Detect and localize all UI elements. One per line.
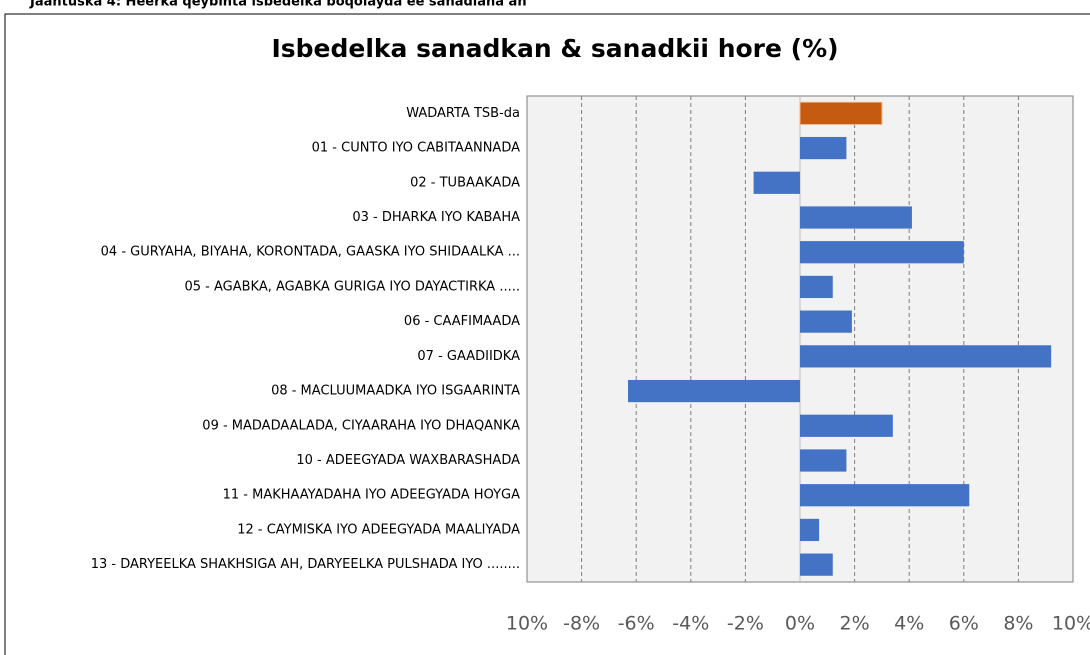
bar [800, 241, 964, 264]
bar [628, 379, 800, 403]
y-tick-label: 08 - MACLUUMAADKA IYO ISGAARINTA [271, 384, 520, 399]
x-tick-label: 10% [506, 613, 548, 635]
bar [753, 171, 800, 194]
y-tick-label: 04 - GURYAHA, BIYAHA, KORONTADA, GAASKA … [101, 245, 520, 260]
bar [800, 345, 1052, 368]
y-tick-label: 06 - CAAFIMAADA [404, 314, 520, 329]
x-tick-label: -2% [727, 613, 764, 635]
bar [800, 206, 912, 229]
y-tick-label: 09 - MADADAALADA, CIYAARAHA IYO DHAQANKA [202, 418, 520, 433]
bar [800, 449, 847, 472]
x-tick-label: 10% [1052, 613, 1090, 635]
y-tick-label: WADARTA TSB-da [406, 106, 520, 121]
y-tick-label: 01 - CUNTO IYO CABITAANNADA [312, 141, 520, 156]
x-tick-label: 2% [840, 613, 870, 635]
bar [800, 518, 820, 542]
y-tick-label: 03 - DHARKA IYO KABAHA [352, 210, 520, 225]
bar [800, 136, 847, 160]
chart-title: Isbedelka sanadkan & sanadkii hore (%) [271, 34, 838, 63]
x-tick-label: 6% [949, 613, 979, 635]
y-tick-label: 07 - GAADIIDKA [417, 349, 520, 364]
bar [800, 553, 833, 576]
x-tick-label: -6% [618, 613, 655, 635]
y-tick-label: 12 - CAYMISKA IYO ADEEGYADA MAALIYADA [237, 522, 520, 537]
y-tick-label: 10 - ADEEGYADA WAXBARASHADA [296, 453, 520, 468]
y-tick-label: 11 - MAKHAAYADAHA IYO ADEEGYADA HOYGA [223, 488, 520, 503]
bar [799, 101, 883, 125]
x-tick-label: -8% [563, 613, 600, 635]
bar [800, 275, 833, 299]
bar [800, 484, 970, 507]
y-tick-label: 02 - TUBAAKADA [410, 175, 520, 190]
bar [800, 310, 852, 333]
frame [4, 13, 1090, 655]
x-tick-label: 8% [1003, 613, 1033, 635]
y-tick-label: 05 - AGABKA, AGABKA GURIGA IYO DAYACTIRK… [185, 279, 521, 294]
y-tick-label: 13 - DARYEELKA SHAKHSIGA AH, DARYEELKA P… [91, 557, 520, 572]
x-tick-label: 0% [785, 613, 815, 635]
caption: Jaantuska 4: Heerka qeybinta isbedelka b… [29, 0, 527, 10]
x-tick-label: -4% [672, 613, 709, 635]
bar [800, 414, 893, 437]
x-tick-label: 4% [894, 613, 924, 635]
